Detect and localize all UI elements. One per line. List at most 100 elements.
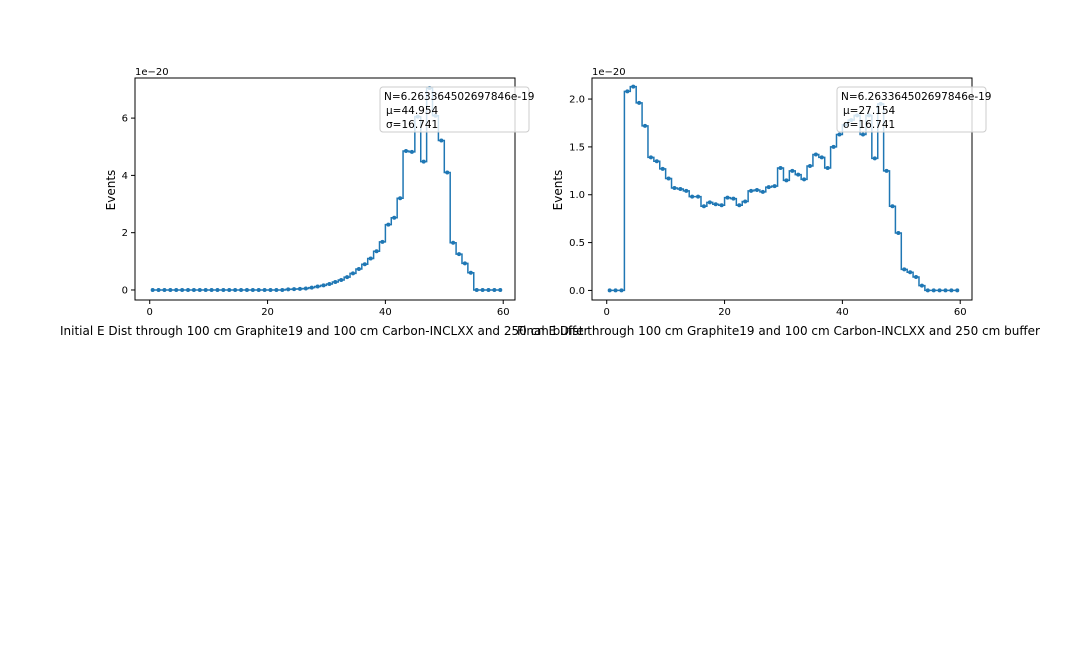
data-point xyxy=(191,287,196,292)
data-point xyxy=(701,204,706,209)
data-point xyxy=(937,288,942,293)
data-point xyxy=(421,159,426,164)
legend-entry-n: N=6.263364502697846e-19 xyxy=(841,91,992,103)
data-point xyxy=(209,287,214,292)
data-point xyxy=(766,185,771,190)
legend: N=6.263364502697846e-19 μ=27.154 σ=16.74… xyxy=(836,86,992,133)
data-point xyxy=(831,144,836,149)
data-point xyxy=(180,287,185,292)
y-tick-label: 6 xyxy=(122,114,128,125)
data-point xyxy=(156,287,161,292)
legend-entry-n: N=6.263364502697846e-19 xyxy=(384,91,535,103)
data-point xyxy=(392,215,397,220)
y-tick-label: 1.0 xyxy=(569,190,585,201)
y-axis-label: Events xyxy=(104,170,118,211)
data-point xyxy=(150,287,155,292)
data-point xyxy=(719,203,724,208)
y-tick-label: 0.0 xyxy=(569,286,585,297)
data-point xyxy=(648,155,653,160)
data-point xyxy=(955,288,960,293)
data-point xyxy=(861,132,866,137)
legend-entry-mean: μ=27.154 xyxy=(843,105,896,117)
data-point xyxy=(631,84,636,89)
data-point xyxy=(398,196,403,201)
data-point xyxy=(896,231,901,236)
data-point xyxy=(731,196,736,201)
data-point xyxy=(327,281,332,286)
data-point xyxy=(498,287,503,292)
x-tick-label: 60 xyxy=(954,307,967,318)
data-point xyxy=(925,288,930,293)
data-point xyxy=(884,168,889,173)
data-point xyxy=(339,277,344,282)
y-tick-label: 4 xyxy=(122,171,128,182)
data-point xyxy=(462,261,467,266)
data-point xyxy=(872,156,877,161)
x-tick-label: 20 xyxy=(718,307,731,318)
data-point xyxy=(819,155,824,160)
data-point xyxy=(760,189,765,194)
data-point xyxy=(837,132,842,137)
data-point xyxy=(239,287,244,292)
y-tick-label: 0 xyxy=(122,285,128,296)
plot-area: 0 20 40 60 0 2 4 6 xyxy=(122,77,516,318)
data-point xyxy=(825,165,830,170)
y-tick-label: 1.5 xyxy=(569,142,585,153)
y-tick-label: 2 xyxy=(122,228,128,239)
data-point xyxy=(445,170,450,175)
data-point xyxy=(474,287,479,292)
data-point xyxy=(321,283,326,288)
data-point xyxy=(409,149,414,154)
data-point xyxy=(902,267,907,272)
data-point xyxy=(707,200,712,205)
data-point xyxy=(813,152,818,157)
data-point xyxy=(268,287,273,292)
data-point xyxy=(743,199,748,204)
data-point xyxy=(215,287,220,292)
data-point xyxy=(174,287,179,292)
data-point xyxy=(607,288,612,293)
data-point xyxy=(203,287,208,292)
final-energy-chart: 0 20 40 60 0.0 0.5 1.0 1.5 2.0 N=6.2633645026978… xyxy=(517,67,1040,338)
data-point xyxy=(333,279,338,284)
data-point xyxy=(678,187,683,191)
data-point xyxy=(637,100,642,105)
data-point xyxy=(374,249,379,254)
data-point xyxy=(713,202,718,207)
data-point xyxy=(286,287,291,292)
legend-entry-mean: μ=44.954 xyxy=(386,105,439,117)
data-point xyxy=(890,204,895,209)
data-point xyxy=(256,287,261,292)
data-point xyxy=(227,287,232,292)
legend-box xyxy=(836,86,987,133)
data-point xyxy=(943,288,948,293)
data-point xyxy=(186,287,191,292)
initial-energy-chart: 0 20 40 60 0 2 4 6 N=6.263364502697846e-19 μ=44… xyxy=(60,67,589,338)
data-point xyxy=(654,159,659,164)
data-point xyxy=(468,270,473,275)
data-point xyxy=(244,287,249,292)
plot-area: 0 20 40 60 0.0 0.5 1.0 1.5 2.0 xyxy=(569,77,973,318)
data-point xyxy=(356,267,361,272)
legend: N=6.263364502697846e-19 μ=44.954 σ=16.74… xyxy=(379,86,535,133)
data-point xyxy=(619,288,624,293)
x-tick-label: 0 xyxy=(604,307,610,318)
data-point xyxy=(807,164,812,169)
data-point xyxy=(492,287,497,292)
data-point xyxy=(690,194,695,199)
data-point xyxy=(297,286,302,291)
axes-frame xyxy=(591,77,973,301)
data-point xyxy=(362,262,367,267)
x-tick-label: 20 xyxy=(261,307,274,318)
data-point xyxy=(168,287,173,292)
axes-frame xyxy=(134,77,516,301)
data-point xyxy=(666,176,671,181)
y-tick-label: 0.5 xyxy=(569,238,585,249)
data-point xyxy=(197,287,202,292)
y-axis-label: Events xyxy=(551,170,565,211)
data-point xyxy=(778,165,783,170)
data-point xyxy=(749,188,754,193)
data-point xyxy=(643,123,648,128)
data-point xyxy=(613,288,618,293)
